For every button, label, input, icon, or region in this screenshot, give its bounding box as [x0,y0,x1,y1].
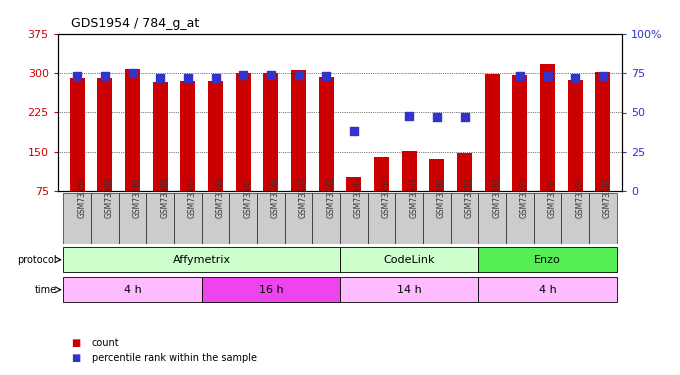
Text: CodeLink: CodeLink [384,255,435,265]
Bar [540,64,555,191]
Text: Affymetrix: Affymetrix [173,255,231,265]
Bar [478,277,617,302]
Bar [512,75,528,191]
Text: GSM73351: GSM73351 [409,176,418,218]
Bar [429,159,445,191]
Text: 4 h: 4 h [539,285,556,295]
Text: GSM73346: GSM73346 [271,176,280,218]
Bar [202,277,340,302]
Bar [257,193,285,244]
Point [155,75,166,81]
Point [404,112,415,118]
Bar [368,193,395,244]
Text: count: count [92,338,120,348]
Bar [457,153,472,191]
Bar [561,193,589,244]
Text: GSM73345: GSM73345 [243,176,252,218]
Point [99,73,110,79]
Bar [506,193,534,244]
Bar [291,70,306,191]
Bar [69,78,85,191]
Text: GSM73348: GSM73348 [326,176,335,218]
Text: percentile rank within the sample: percentile rank within the sample [92,353,257,363]
Text: Enzo: Enzo [534,255,561,265]
Text: GSM73356: GSM73356 [547,176,556,218]
Bar [478,193,506,244]
Bar [63,193,91,244]
Text: GSM73352: GSM73352 [437,176,446,218]
Bar [263,73,278,191]
Text: GSM73344: GSM73344 [216,176,224,218]
Text: 16 h: 16 h [258,285,283,295]
Bar [235,73,251,191]
Bar [318,77,334,191]
Bar [374,157,389,191]
Bar [402,151,417,191]
Bar [146,193,174,244]
Text: GSM73359: GSM73359 [77,176,86,218]
Bar [125,69,140,191]
Bar [229,193,257,244]
Point [293,72,304,78]
Point [127,70,138,76]
Bar [568,80,583,191]
Bar [340,193,368,244]
Point [182,75,193,81]
Point [265,72,276,78]
Bar [63,247,340,272]
Bar [534,193,561,244]
Point [570,75,581,81]
Point [431,114,442,120]
Bar [91,193,119,244]
Text: GSM73360: GSM73360 [105,176,114,218]
Text: 4 h: 4 h [124,285,141,295]
Bar [595,72,611,191]
Text: time: time [34,285,56,295]
Point [514,73,525,79]
Bar [180,81,195,191]
Bar [423,193,451,244]
Bar [202,193,229,244]
Text: GSM73354: GSM73354 [492,176,501,218]
Text: GSM73363: GSM73363 [188,176,197,218]
Text: ■: ■ [71,338,81,348]
Bar [346,177,362,191]
Text: GSM73353: GSM73353 [464,176,473,218]
Point [542,73,553,79]
Bar [285,193,312,244]
Point [238,72,249,78]
Bar [63,277,202,302]
Bar [589,193,617,244]
Text: ■: ■ [71,353,81,363]
Bar [340,247,478,272]
Text: GSM73358: GSM73358 [603,176,612,218]
Point [71,73,82,79]
Bar [152,81,168,191]
Text: GSM73355: GSM73355 [520,176,529,218]
Bar [174,193,202,244]
Text: protocol: protocol [17,255,56,265]
Point [348,128,359,134]
Text: 14 h: 14 h [397,285,422,295]
Bar [395,193,423,244]
Point [321,73,332,79]
Bar [97,78,112,191]
Bar [451,193,478,244]
Bar [478,247,617,272]
Text: GDS1954 / 784_g_at: GDS1954 / 784_g_at [71,17,200,30]
Point [598,73,609,79]
Bar [485,74,500,191]
Text: GSM73361: GSM73361 [133,176,141,218]
Bar [340,277,478,302]
Text: GSM73350: GSM73350 [381,176,390,218]
Bar [208,81,223,191]
Point [459,114,470,120]
Text: GSM73347: GSM73347 [299,176,307,218]
Text: GSM73362: GSM73362 [160,176,169,218]
Bar [119,193,146,244]
Bar [312,193,340,244]
Text: GSM73349: GSM73349 [354,176,363,218]
Text: GSM73357: GSM73357 [575,176,584,218]
Point [210,75,221,81]
